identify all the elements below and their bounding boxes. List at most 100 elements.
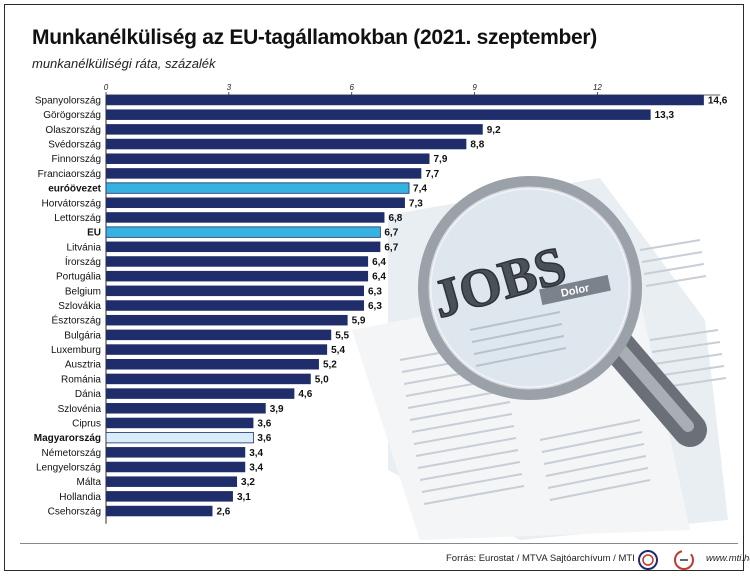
- category-label: Belgium: [65, 286, 101, 297]
- bar: [106, 417, 254, 429]
- category-label: Görögország: [43, 110, 101, 121]
- bar: [106, 461, 246, 473]
- category-label: Szlovénia: [58, 404, 102, 415]
- jobs-magnifier-illustration: Dolor JOBS: [352, 176, 728, 540]
- category-label: Ausztria: [65, 360, 102, 371]
- value-label: 3,6: [257, 418, 271, 429]
- frame-border: [4, 4, 744, 571]
- bar: [106, 124, 483, 135]
- category-label: Horvátország: [42, 198, 101, 209]
- magnifier-lens: [430, 188, 630, 388]
- value-label: 5,2: [323, 360, 337, 371]
- bar: [106, 447, 246, 458]
- bar: [106, 168, 422, 179]
- category-label: Bulgária: [64, 330, 101, 341]
- category-label: Finnország: [52, 154, 101, 165]
- bar: [106, 344, 328, 355]
- value-label: 6,7: [384, 242, 398, 253]
- category-label: Málta: [77, 477, 102, 488]
- value-label: 5,5: [335, 330, 349, 341]
- value-label: 6,3: [368, 286, 382, 297]
- value-label: 3,6: [257, 433, 271, 444]
- value-label: 6,7: [384, 228, 398, 239]
- category-label: Hollandia: [59, 492, 101, 503]
- bar: [106, 197, 405, 209]
- bar: [106, 358, 319, 370]
- category-label: Csehország: [48, 507, 101, 518]
- value-label: 5,4: [331, 345, 345, 356]
- category-label: Lettország: [54, 213, 101, 224]
- category-label: Franciaország: [38, 169, 101, 180]
- footer-divider: [20, 543, 738, 544]
- value-label: 13,3: [655, 110, 675, 121]
- category-label: EU: [87, 228, 101, 239]
- value-label: 6,8: [388, 213, 402, 224]
- value-label: 7,7: [425, 169, 439, 180]
- x-tick-label: 6: [349, 83, 354, 92]
- value-label: 14,6: [708, 96, 728, 107]
- value-label: 6,4: [372, 257, 386, 268]
- category-label: Litvánia: [67, 242, 102, 253]
- value-label: 3,4: [249, 448, 263, 459]
- category-label: Spanyolország: [35, 96, 101, 107]
- bar: [106, 403, 266, 414]
- value-label: 3,9: [270, 404, 284, 415]
- value-label: 7,4: [413, 184, 427, 195]
- value-label: 5,9: [352, 316, 366, 327]
- x-tick-label: 12: [593, 83, 602, 92]
- source-note: Forrás: Eurostat / MTVA Sajtóarchívum / …: [446, 553, 635, 564]
- value-label: 3,1: [237, 492, 251, 503]
- bar: [105, 182, 410, 194]
- bar: [106, 314, 348, 326]
- category-label: Olaszország: [45, 125, 101, 136]
- value-label: 6,4: [372, 272, 386, 283]
- bar: [106, 270, 369, 282]
- bar: [106, 388, 295, 399]
- value-label: 7,3: [409, 198, 423, 209]
- dolor-tag: [539, 274, 611, 306]
- bar: [106, 94, 704, 106]
- x-tick-label: 9: [472, 83, 477, 92]
- category-label: Írország: [65, 255, 101, 268]
- bar: [106, 491, 233, 502]
- value-label: 4,6: [298, 389, 312, 400]
- dolor-tag-text: Dolor: [560, 282, 591, 300]
- bar: [106, 505, 213, 517]
- category-label: Luxemburg: [51, 345, 101, 356]
- chart-subtitle: munkanélküliségi ráta, százalék: [32, 56, 216, 71]
- bar: [106, 241, 381, 253]
- mtva-logo-icon: [638, 550, 658, 570]
- bar: [106, 109, 651, 120]
- value-label: 3,4: [249, 463, 263, 474]
- bar: [106, 138, 467, 150]
- bar: [106, 476, 238, 487]
- bar: [105, 226, 381, 238]
- x-tick-label: 3: [227, 83, 232, 92]
- bar: [106, 300, 364, 311]
- chart-title: Munkanélküliség az EU-tagállamokban (202…: [32, 26, 597, 49]
- value-label: 8,8: [470, 140, 484, 151]
- bars: Spanyolország 14,6 Görögország 13,3 Olaszors…: [34, 94, 728, 518]
- value-label: 2,6: [216, 507, 230, 518]
- category-label: Magyarország: [34, 433, 101, 444]
- value-label: 9,2: [487, 125, 501, 136]
- category-label: Portugália: [56, 272, 101, 283]
- value-label: 5,0: [315, 374, 329, 385]
- bar: [106, 212, 385, 223]
- category-label: Románia: [61, 374, 101, 385]
- bar: [106, 256, 369, 267]
- bar: [106, 329, 332, 341]
- bar: [106, 285, 364, 297]
- newspaper-text-lines: [399, 239, 727, 505]
- category-label: euróövezet: [48, 184, 101, 195]
- category-label: Lengyelország: [36, 463, 101, 474]
- category-label: Dánia: [75, 389, 102, 400]
- website-link[interactable]: www.mti.hu: [706, 553, 750, 564]
- bar: [106, 373, 311, 385]
- category-label: Szlovákia: [58, 301, 101, 312]
- category-label: Ciprus: [72, 418, 101, 429]
- bar: [105, 431, 254, 444]
- mti-logo-icon: [674, 550, 694, 570]
